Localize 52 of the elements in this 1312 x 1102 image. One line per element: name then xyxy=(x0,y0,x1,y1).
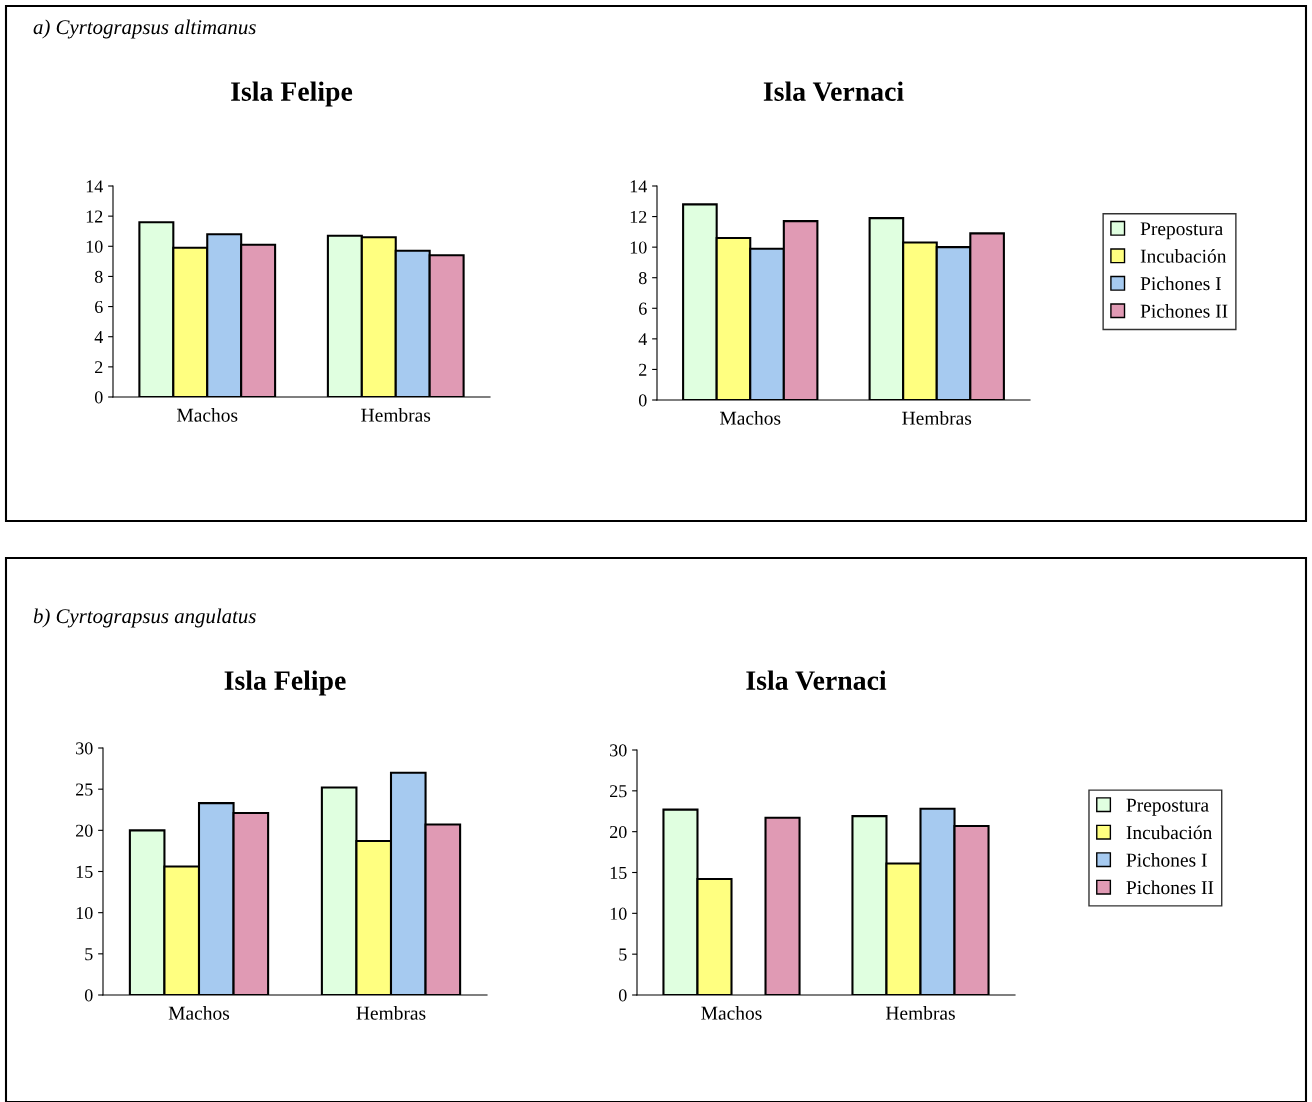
x-tick-label: Hembras xyxy=(885,1006,955,1020)
chart-title: Isla Vernaci xyxy=(763,81,904,102)
y-tick-label: 10 xyxy=(610,907,627,920)
y-tick-label: 25 xyxy=(76,783,93,796)
y-tick-label: 25 xyxy=(610,785,627,798)
y-tick-label: 30 xyxy=(610,744,627,757)
y-tick-label: 6 xyxy=(639,302,647,315)
y-tick-label: 10 xyxy=(76,906,93,920)
legend-label: Pichones II xyxy=(1140,304,1228,318)
chart-title: Isla Felipe xyxy=(224,670,346,696)
y-tick-label: 20 xyxy=(76,824,93,837)
legend-label: Incubación xyxy=(1140,249,1227,263)
legend-label: Pichones I xyxy=(1126,852,1207,867)
y-tick-label: 8 xyxy=(638,271,647,285)
y-tick-label: 2 xyxy=(639,363,647,376)
y-tick-label: 0 xyxy=(638,394,647,407)
chart-title: Isla Felipe xyxy=(231,81,353,107)
legend-label: Incubación xyxy=(1126,825,1213,840)
legend-label: Pichones II xyxy=(1126,880,1214,895)
y-tick-label: 14 xyxy=(86,180,103,193)
y-tick-label: 14 xyxy=(630,180,647,193)
y-tick-label: 12 xyxy=(630,210,647,223)
text: a) Cyrtograpsus altimanus xyxy=(33,19,256,39)
y-tick-label: 8 xyxy=(94,270,103,283)
x-tick-label: Machos xyxy=(177,408,238,422)
x-tick-label: Hembras xyxy=(356,1006,426,1020)
legend-label: Prepostura xyxy=(1140,222,1223,240)
x-tick-label: Machos xyxy=(701,1006,762,1020)
y-tick-label: 2 xyxy=(95,361,103,374)
x-tick-label: Hembras xyxy=(902,411,972,425)
x-tick-label: Machos xyxy=(168,1006,230,1020)
y-tick-label: 4 xyxy=(638,333,647,346)
y-tick-label: 5 xyxy=(619,948,627,961)
y-tick-label: 12 xyxy=(86,210,103,223)
chart-title: Isla Vernaci xyxy=(746,670,887,691)
y-tick-label: 10 xyxy=(630,241,647,254)
text: b) Cyrtograpsus angulatus xyxy=(33,608,256,628)
x-tick-label: Machos xyxy=(720,411,781,425)
y-tick-label: 30 xyxy=(76,742,93,755)
y-tick-label: 6 xyxy=(95,300,103,314)
y-tick-label: 20 xyxy=(610,825,627,839)
y-tick-label: 10 xyxy=(86,240,103,253)
x-tick-label: Hembras xyxy=(361,408,431,422)
y-tick-label: 5 xyxy=(85,948,93,961)
y-tick-label: 15 xyxy=(610,866,627,879)
y-tick-label: 15 xyxy=(76,865,93,878)
y-tick-label: 0 xyxy=(94,391,103,404)
y-tick-label: 0 xyxy=(618,989,627,1002)
legend-label: Prepostura xyxy=(1126,798,1209,816)
y-tick-label: 0 xyxy=(84,989,93,1002)
legend-label: Pichones I xyxy=(1140,276,1221,291)
y-tick-label: 4 xyxy=(94,331,103,343)
